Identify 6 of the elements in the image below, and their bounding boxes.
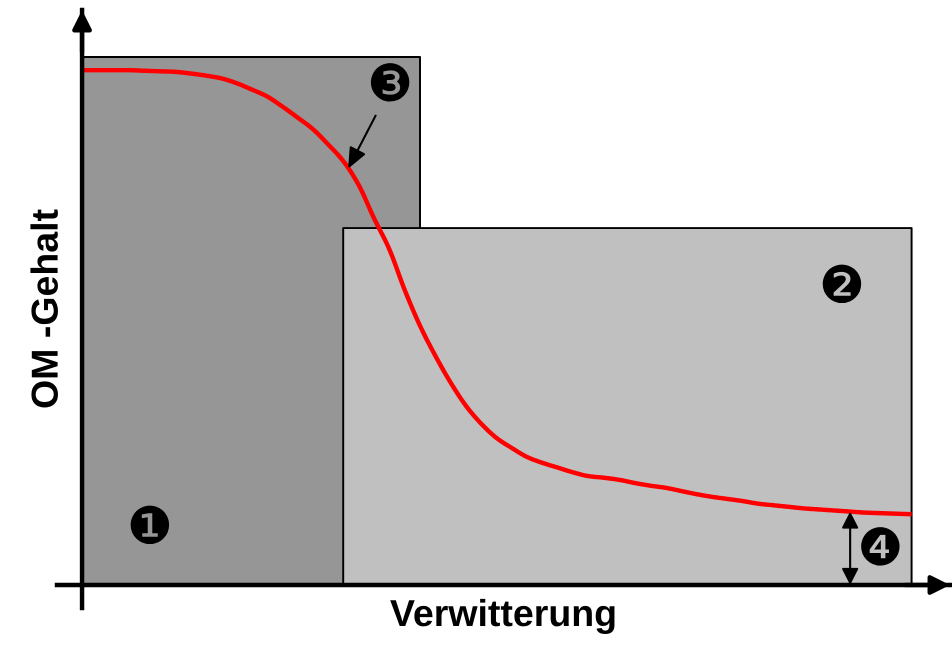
- annotation: ❹: [861, 527, 900, 566]
- annotation: ❸: [370, 63, 410, 102]
- annotation: ❶: [130, 506, 170, 544]
- annotation: ❷: [822, 264, 862, 304]
- x-axis-title: Verwitterung: [390, 598, 615, 634]
- y-axis-title: OM -Gehalt: [30, 209, 58, 408]
